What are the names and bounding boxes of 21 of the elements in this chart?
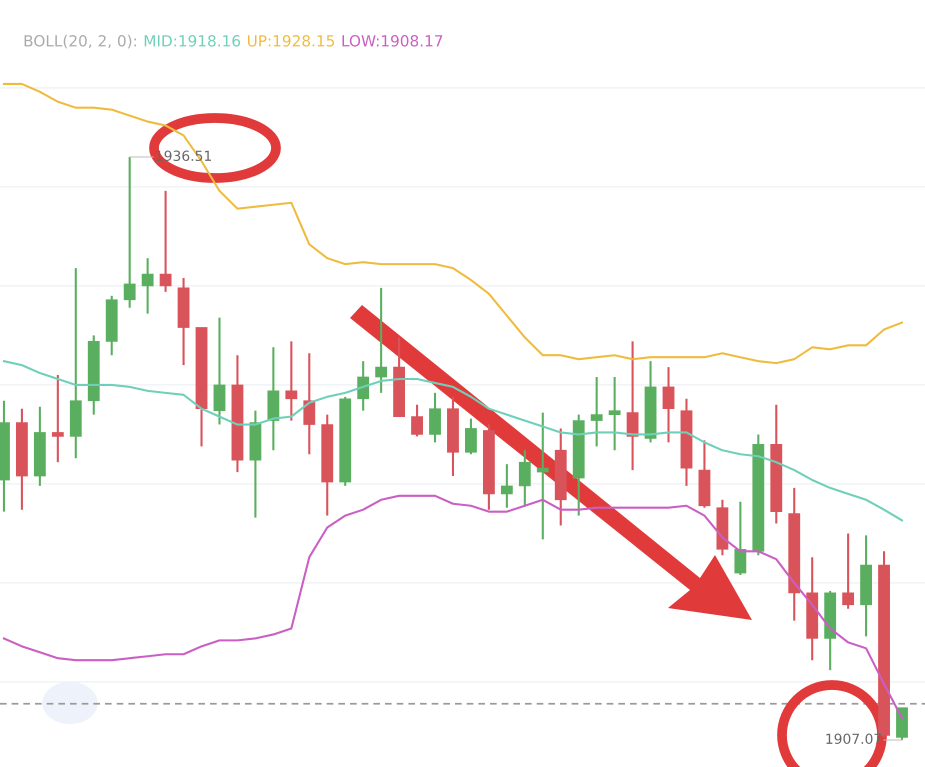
text: UP:1928.15 xyxy=(248,35,334,47)
candlestick xyxy=(500,463,513,509)
candlestick xyxy=(608,376,621,452)
candlestick xyxy=(285,340,298,422)
candlestick xyxy=(375,286,388,394)
candlestick xyxy=(590,376,603,448)
candlestick xyxy=(662,366,674,444)
text: LOW:1908.17 xyxy=(342,35,442,47)
candlestick xyxy=(465,418,477,456)
candlestick xyxy=(142,257,154,315)
text: MID:1918.16 xyxy=(144,35,240,47)
candlestick xyxy=(52,374,64,464)
candlestick xyxy=(518,449,531,507)
candlestick xyxy=(536,412,549,540)
candlestick xyxy=(411,404,423,438)
candlestick xyxy=(160,190,172,293)
chart-title: BOLL(20, 2, 0): xyxy=(24,34,136,48)
candlestick xyxy=(626,340,639,472)
candlestick xyxy=(124,156,136,309)
candlestick xyxy=(734,500,746,576)
candlestick xyxy=(842,532,854,610)
